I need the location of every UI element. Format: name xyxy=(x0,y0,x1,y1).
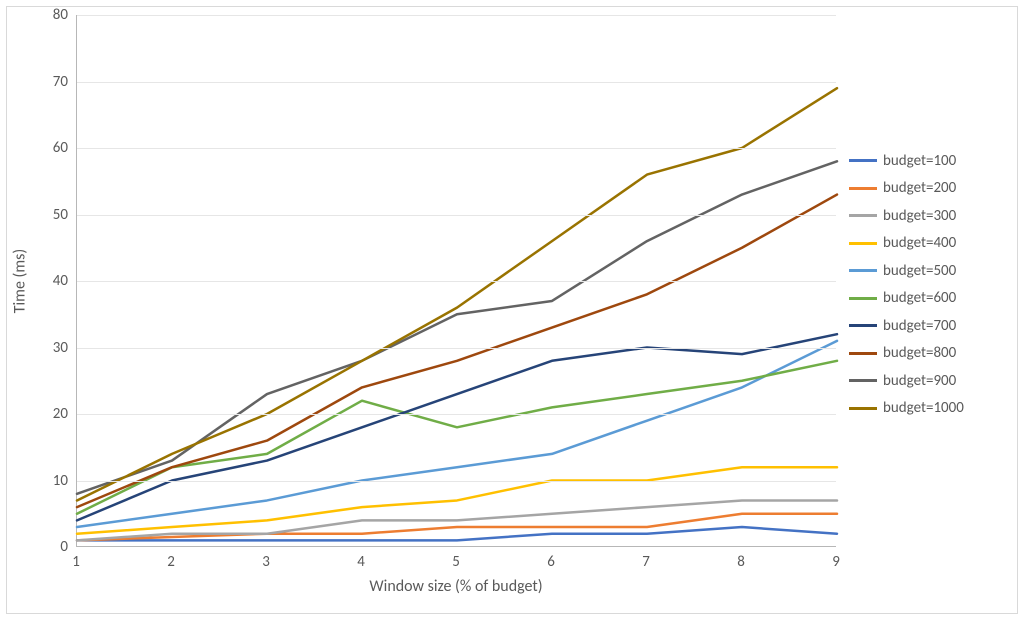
x-axis-title: Window size (% of budget) xyxy=(369,577,542,596)
x-tick-label: 1 xyxy=(72,553,80,571)
legend-label: budget=500 xyxy=(883,262,956,280)
gridline xyxy=(77,481,836,482)
series-line xyxy=(77,195,837,508)
gridline xyxy=(77,414,836,415)
gridline xyxy=(77,348,836,349)
y-tick-label: 80 xyxy=(36,6,68,24)
legend-swatch xyxy=(849,242,877,245)
legend-label: budget=400 xyxy=(883,234,956,252)
legend-label: budget=600 xyxy=(883,289,956,307)
gridline xyxy=(77,148,836,149)
legend-item: budget=800 xyxy=(849,340,964,368)
x-tick-label: 2 xyxy=(167,553,175,571)
legend-label: budget=1000 xyxy=(883,399,964,417)
x-tick-label: 7 xyxy=(642,553,650,571)
legend-item: budget=500 xyxy=(849,257,964,285)
legend-swatch xyxy=(849,269,877,272)
gridline xyxy=(77,215,836,216)
gridline xyxy=(77,15,836,16)
gridline xyxy=(77,82,836,83)
legend-label: budget=300 xyxy=(883,207,956,225)
legend-item: budget=600 xyxy=(849,285,964,313)
series-line xyxy=(77,161,837,494)
chart-frame: Time (ms) Window size (% of budget) budg… xyxy=(6,6,1018,614)
plot-area xyxy=(76,15,836,547)
legend-label: budget=800 xyxy=(883,344,956,362)
series-line xyxy=(77,88,837,500)
x-tick-label: 4 xyxy=(357,553,365,571)
legend-item: budget=100 xyxy=(849,147,964,175)
series-line xyxy=(77,361,837,514)
legend-item: budget=400 xyxy=(849,230,964,258)
y-tick-label: 70 xyxy=(36,73,68,91)
x-tick-label: 8 xyxy=(737,553,745,571)
legend-item: budget=700 xyxy=(849,312,964,340)
y-tick-label: 50 xyxy=(36,206,68,224)
x-tick-label: 5 xyxy=(452,553,460,571)
gridline xyxy=(77,281,836,282)
legend-label: budget=700 xyxy=(883,317,956,335)
x-tick-label: 3 xyxy=(262,553,270,571)
y-tick-label: 20 xyxy=(36,405,68,423)
series-line xyxy=(77,514,837,541)
legend-label: budget=200 xyxy=(883,179,956,197)
legend-swatch xyxy=(849,379,877,382)
legend-item: budget=300 xyxy=(849,202,964,230)
legend-item: budget=1000 xyxy=(849,395,964,423)
series-line xyxy=(77,500,837,540)
y-tick-label: 0 xyxy=(36,538,68,556)
y-tick-label: 30 xyxy=(36,339,68,357)
y-tick-label: 60 xyxy=(36,139,68,157)
legend-swatch xyxy=(849,159,877,162)
legend-swatch xyxy=(849,407,877,410)
legend-item: budget=900 xyxy=(849,367,964,395)
legend-swatch xyxy=(849,352,877,355)
legend: budget=100 budget=200 budget=300 budget=400… xyxy=(849,147,964,422)
x-tick-label: 6 xyxy=(547,553,555,571)
series-line xyxy=(77,341,837,527)
legend-swatch xyxy=(849,187,877,190)
legend-item: budget=200 xyxy=(849,175,964,203)
legend-label: budget=100 xyxy=(883,152,956,170)
legend-swatch xyxy=(849,214,877,217)
y-axis-title: Time (ms) xyxy=(11,249,30,314)
y-tick-label: 10 xyxy=(36,472,68,490)
legend-swatch xyxy=(849,324,877,327)
y-tick-label: 40 xyxy=(36,272,68,290)
x-tick-label: 9 xyxy=(832,553,840,571)
legend-swatch xyxy=(849,297,877,300)
legend-label: budget=900 xyxy=(883,372,956,390)
